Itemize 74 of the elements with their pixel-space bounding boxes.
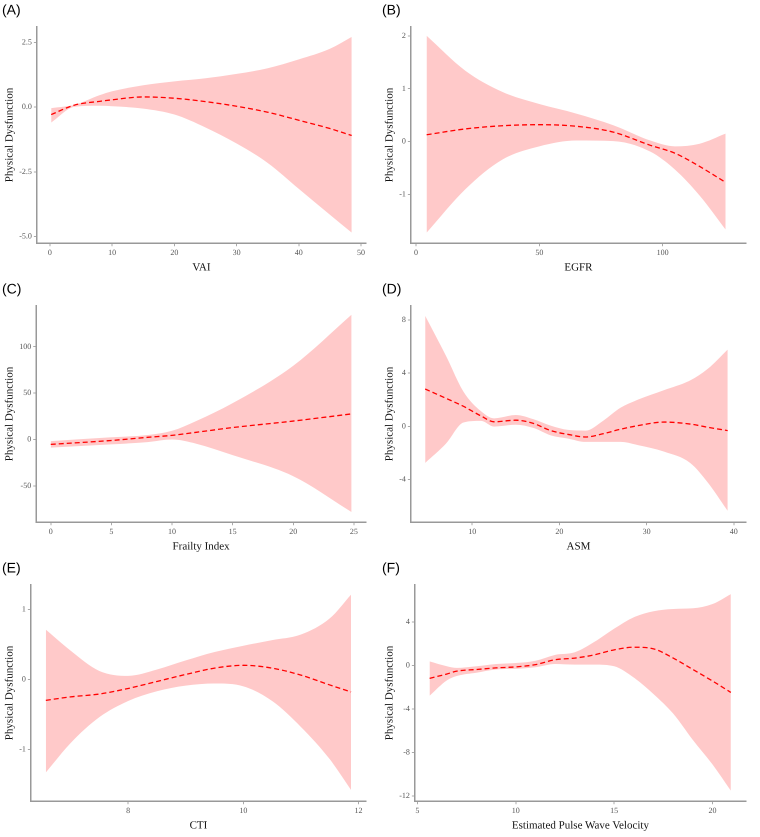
x-tick-label: 10 (239, 806, 248, 816)
y-tick-label: -50 (20, 481, 32, 490)
y-tick-label: -1 (19, 744, 26, 754)
y-tick-label: 1 (402, 84, 406, 93)
x-tick-label: 10 (168, 527, 176, 536)
y-tick-label: 0.0 (22, 102, 32, 112)
y-tick-label: -4 (399, 474, 406, 484)
y-axis-title: Physical Dysfunction (3, 87, 16, 182)
y-tick-label: 100 (19, 342, 32, 351)
x-tick-label: 15 (228, 527, 237, 536)
y-axis-title: Physical Dysfunction (3, 366, 16, 462)
line-series (426, 124, 726, 184)
chart-title: (C) (2, 280, 22, 296)
y-tick-label: -4 (403, 704, 410, 713)
line-series (50, 96, 352, 136)
x-tick-label: 8 (126, 806, 130, 816)
chart-title: (E) (2, 559, 21, 576)
x-tick-label: 0 (48, 527, 53, 536)
x-tick-label: 100 (656, 248, 669, 258)
line-series (428, 646, 732, 694)
chart-title: (D) (382, 280, 402, 296)
y-tick-label: 2.5 (22, 37, 32, 46)
x-tick-label: 40 (730, 527, 738, 536)
x-tick-label: 0 (414, 248, 418, 258)
x-tick-label: 30 (642, 527, 651, 536)
x-tick-label: 5 (415, 806, 420, 816)
x-axis-title: VAI (192, 261, 211, 274)
x-tick-label: 25 (350, 527, 358, 536)
y-axis-title: Physical Dysfunction (383, 645, 396, 740)
y-tick-label: -5.0 (19, 232, 32, 241)
x-tick-label: 20 (289, 527, 298, 536)
x-tick-label: 20 (170, 248, 178, 258)
y-axis-title: Physical Dysfunction (383, 87, 396, 182)
y-tick-label: -12 (399, 790, 410, 800)
y-tick-label: -8 (403, 747, 410, 756)
y-tick-label: -2.5 (19, 166, 32, 176)
x-tick-label: 0 (48, 248, 52, 258)
x-tick-label: 15 (610, 806, 618, 816)
x-axis-title: Frailty Index (172, 540, 230, 552)
x-axis-title: EGFR (564, 261, 594, 274)
x-tick-label: 50 (535, 248, 544, 258)
y-tick-label: 4 (402, 368, 406, 378)
x-tick-label: 5 (109, 527, 114, 536)
x-tick-label: 40 (294, 248, 303, 258)
y-tick-label: 0 (402, 421, 406, 430)
y-tick-label: 2 (402, 30, 406, 40)
x-tick-label: 20 (708, 806, 717, 816)
x-tick-label: 20 (555, 527, 564, 536)
line-series (424, 388, 728, 438)
y-tick-label: 4 (406, 616, 410, 626)
y-axis-title: Physical Dysfunction (3, 645, 16, 740)
y-tick-label: -1 (399, 190, 406, 199)
x-tick-label: 10 (468, 527, 476, 536)
y-tick-label: 0 (406, 660, 410, 670)
chart-title: (A) (2, 1, 21, 18)
x-axis-title: CTI (190, 819, 208, 832)
y-tick-label: 0 (402, 136, 406, 146)
y-tick-label: 1 (22, 604, 26, 614)
y-tick-label: 8 (402, 314, 406, 324)
chart-title: (B) (382, 1, 401, 18)
x-axis-title: Estimated Pulse Wave Velocity (512, 819, 650, 832)
y-tick-label: 0 (27, 434, 32, 444)
x-tick-label: 50 (357, 248, 366, 258)
chart-title: (F) (382, 559, 400, 576)
line-series (45, 664, 352, 702)
x-tick-label: 10 (108, 248, 116, 258)
x-tick-label: 10 (512, 806, 520, 816)
line-series (50, 413, 352, 446)
y-axis-title: Physical Dysfunction (383, 366, 396, 462)
x-tick-label: 12 (354, 806, 363, 816)
x-axis-title: ASM (566, 540, 591, 552)
y-tick-label: 50 (23, 388, 32, 398)
x-tick-label: 30 (232, 248, 241, 258)
y-tick-label: 0 (22, 674, 26, 684)
